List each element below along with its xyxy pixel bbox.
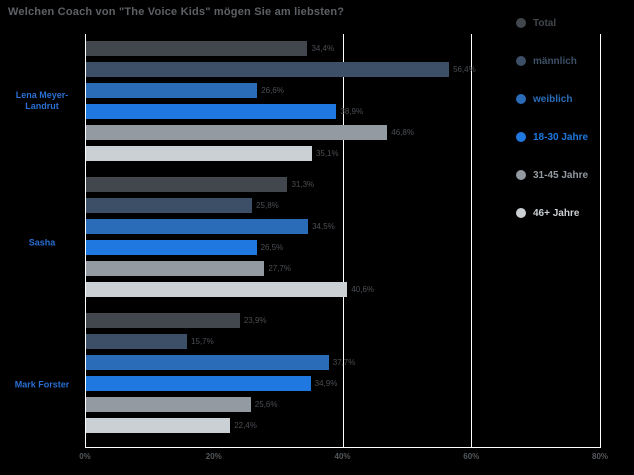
- legend-marker-icon: [516, 170, 526, 180]
- gridline-80: [600, 34, 601, 447]
- legend-marker-icon: [516, 94, 526, 104]
- bar-row: 15,7%: [86, 334, 601, 349]
- bar-value-label: 34,9%: [314, 379, 338, 388]
- x-tick-80: 80%: [591, 452, 609, 461]
- bar-row: 46,8%: [86, 125, 601, 140]
- bar-total-lena-meyer-landrut: [86, 41, 308, 56]
- bar-m-nnlich-mark-forster: [86, 334, 188, 349]
- bar-m-nnlich-sasha: [86, 198, 253, 213]
- bar-46-jahre-sasha: [86, 282, 348, 297]
- legend-item-18-30-jahre: 18-30 Jahre: [516, 130, 632, 144]
- bar-value-label: 56,4%: [453, 65, 476, 74]
- bar-group-mark-forster: 23,9% 15,7% 37,7% 34,9% 25,6% 22,4%: [86, 313, 601, 433]
- bar-31-45-jahre-mark-forster: [86, 397, 251, 412]
- bar-row: 23,9%: [86, 313, 601, 328]
- legend-label: 46+ Jahre: [533, 207, 580, 219]
- bar-row: 26,5%: [86, 240, 601, 255]
- bar-value-label: 25,6%: [254, 400, 278, 409]
- bar-row: 37,7%: [86, 355, 601, 370]
- bar-row: 34,9%: [86, 376, 601, 391]
- bar-18-30-jahre-mark-forster: [86, 376, 311, 391]
- bar-value-label: 25,8%: [256, 201, 279, 210]
- bar-18-30-jahre-sasha: [86, 240, 257, 255]
- gridline-60: [471, 34, 473, 447]
- x-tick-0: 0%: [79, 452, 91, 461]
- legend-label: 31-45 Jahre: [533, 169, 589, 181]
- bar-value-label: 37,7%: [332, 358, 356, 367]
- bar-row: 25,8%: [86, 198, 601, 213]
- bar-row: 25,6%: [86, 397, 601, 412]
- legend-label: männlich: [533, 55, 577, 67]
- bar-row: 56,4%: [86, 62, 601, 77]
- bar-46-jahre-lena-meyer-landrut: [86, 146, 312, 161]
- bar-value-label: 22,4%: [234, 421, 257, 430]
- plot-area: 34,4% 56,4% 26,6% 38,9% 46,8% 35,1% 31,3% 25,8%…: [85, 34, 601, 448]
- bar-weiblich-sasha: [86, 219, 309, 234]
- legend-item-m-nnlich: männlich: [516, 54, 632, 68]
- category-label-sasha: Sasha: [28, 237, 56, 248]
- bar-row: 26,6%: [86, 83, 601, 98]
- bar-row: 38,9%: [86, 104, 601, 119]
- bar-value-label: 26,6%: [261, 86, 284, 95]
- legend-item-46-jahre: 46+ Jahre: [516, 206, 632, 220]
- chart-title: Welchen Coach von "The Voice Kids" mögen…: [8, 6, 345, 18]
- bar-value-label: 15,7%: [191, 337, 214, 346]
- bar-31-45-jahre-sasha: [86, 261, 265, 276]
- category-label-lena-meyer-landrut: Lena Meyer-Landrut: [15, 90, 69, 111]
- bar-row: 22,4%: [86, 418, 601, 433]
- bar-group-lena-meyer-landrut: 34,4% 56,4% 26,6% 38,9% 46,8% 35,1%: [86, 41, 601, 161]
- legend-marker-icon: [516, 56, 526, 66]
- bar-46-jahre-mark-forster: [86, 418, 231, 433]
- bar-weiblich-lena-meyer-landrut: [86, 83, 258, 98]
- category-label-mark-forster: Mark Forster: [14, 379, 70, 390]
- bar-18-30-jahre-lena-meyer-landrut: [86, 104, 337, 119]
- bar-row: 31,3%: [86, 177, 601, 192]
- legend-label: Total: [533, 17, 557, 29]
- legend-marker-icon: [516, 18, 526, 28]
- bar-row: 27,7%: [86, 261, 601, 276]
- bar-row: 34,4%: [86, 41, 601, 56]
- legend-marker-icon: [516, 208, 526, 218]
- bar-weiblich-mark-forster: [86, 355, 329, 370]
- bar-row: 34,5%: [86, 219, 601, 234]
- x-tick-40: 40%: [334, 452, 351, 461]
- bar-31-45-jahre-lena-meyer-landrut: [86, 125, 388, 140]
- legend-item-total: Total: [516, 16, 632, 30]
- bar-series-container: 34,4% 56,4% 26,6% 38,9% 46,8% 35,1% 31,3% 25,8%…: [86, 34, 601, 447]
- bar-row: 35,1%: [86, 146, 601, 161]
- x-tick-20: 20%: [205, 452, 222, 461]
- bar-value-label: 46,8%: [391, 128, 414, 137]
- legend-item-31-45-jahre: 31-45 Jahre: [516, 168, 632, 182]
- bar-total-mark-forster: [86, 313, 240, 328]
- bar-value-label: 31,3%: [291, 180, 315, 189]
- bar-value-label: 23,9%: [243, 316, 267, 325]
- bar-m-nnlich-lena-meyer-landrut: [86, 62, 450, 77]
- bar-value-label: 26,5%: [260, 243, 284, 252]
- bar-total-sasha: [86, 177, 288, 192]
- bar-value-label: 27,7%: [268, 264, 291, 273]
- gridline-40: [342, 34, 344, 447]
- bar-value-label: 34,5%: [312, 222, 335, 231]
- bar-group-sasha: 31,3% 25,8% 34,5% 26,5% 27,7% 40,6%: [86, 177, 601, 297]
- legend-marker-icon: [516, 132, 526, 142]
- bar-row: 40,6%: [86, 282, 601, 297]
- legend-label: 18-30 Jahre: [533, 131, 589, 143]
- legend: Total männlich weiblich 18-30 Jahre 31-45 Ja…: [516, 16, 632, 244]
- bar-value-label: 34,4%: [311, 44, 335, 53]
- bar-value-label: 38,9%: [340, 107, 364, 116]
- legend-label: weiblich: [533, 93, 573, 105]
- bar-value-label: 35,1%: [315, 149, 339, 158]
- x-tick-60: 60%: [463, 452, 480, 461]
- bar-value-label: 40,6%: [351, 285, 375, 294]
- legend-item-weiblich: weiblich: [516, 92, 632, 106]
